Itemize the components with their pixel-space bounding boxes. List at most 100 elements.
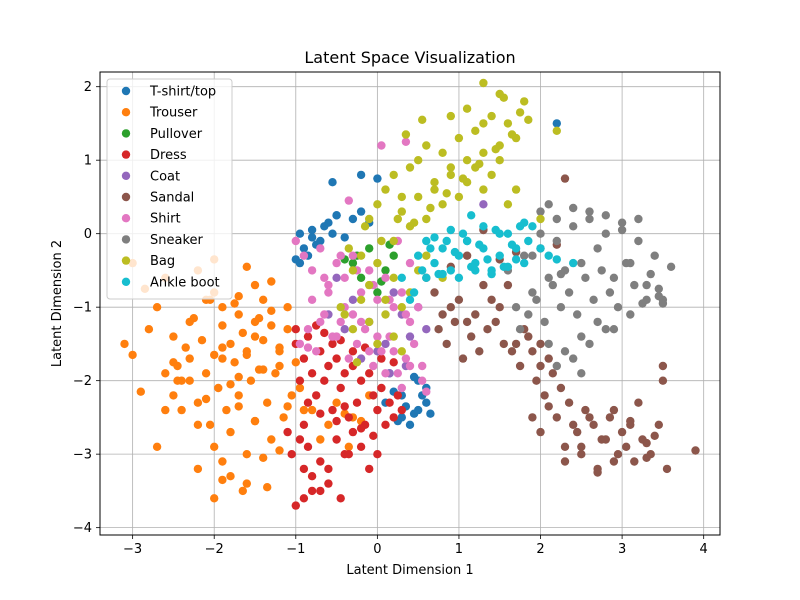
data-point: [373, 174, 382, 183]
data-point: [642, 295, 651, 304]
data-point: [365, 214, 374, 224]
data-point: [515, 361, 525, 371]
data-point: [332, 258, 341, 268]
data-point: [430, 185, 439, 194]
data-point: [120, 339, 129, 349]
data-point: [528, 222, 537, 231]
data-point: [577, 442, 586, 451]
data-point: [336, 303, 345, 312]
data-point: [511, 339, 521, 349]
data-point: [299, 464, 309, 474]
data-point: [373, 339, 382, 349]
data-point: [458, 354, 468, 363]
data-point: [593, 244, 602, 253]
data-point: [536, 229, 545, 238]
data-point: [442, 339, 451, 349]
data-point: [520, 97, 529, 106]
data-point: [324, 361, 333, 371]
data-point: [532, 295, 541, 304]
data-point: [438, 310, 447, 319]
data-point: [275, 361, 284, 371]
data-point: [430, 233, 439, 242]
data-point: [307, 369, 317, 378]
data-point: [283, 325, 292, 334]
data-point: [336, 317, 345, 327]
data-point: [218, 303, 227, 312]
data-point: [389, 273, 398, 282]
data-point: [169, 332, 178, 341]
data-point: [409, 339, 419, 349]
data-point: [630, 280, 639, 290]
data-point: [259, 336, 268, 345]
data-point: [397, 405, 406, 415]
data-point: [503, 280, 513, 290]
data-point: [418, 266, 427, 275]
data-point: [569, 420, 578, 429]
x-tick-label: 4: [700, 542, 708, 557]
data-point: [299, 251, 309, 260]
data-point: [336, 251, 345, 260]
data-point: [381, 273, 390, 282]
data-point: [405, 258, 415, 268]
data-point: [365, 317, 374, 327]
data-point: [467, 332, 476, 341]
series-bag: [336, 78, 561, 367]
data-point: [503, 119, 513, 128]
data-point: [397, 192, 406, 202]
data-point: [214, 383, 223, 393]
data-point: [401, 130, 411, 139]
data-point: [552, 126, 561, 135]
data-point: [487, 111, 496, 121]
data-point: [426, 244, 435, 253]
data-point: [418, 115, 427, 125]
legend-marker-dress: [121, 150, 131, 159]
data-point: [152, 303, 162, 312]
data-point: [536, 361, 545, 371]
data-point: [536, 244, 545, 253]
legend-label-trouser: Trouser: [149, 106, 198, 121]
data-point: [344, 196, 353, 205]
data-point: [499, 339, 508, 349]
data-point: [348, 214, 358, 224]
data-point: [458, 229, 468, 238]
data-point: [389, 170, 398, 180]
data-point: [654, 420, 663, 429]
data-point: [340, 369, 349, 378]
data-point: [597, 266, 606, 275]
data-point: [295, 383, 305, 393]
data-point: [303, 442, 313, 451]
data-point: [524, 310, 533, 319]
data-point: [422, 236, 431, 246]
data-point: [609, 457, 619, 466]
data-point: [422, 325, 431, 334]
data-point: [210, 350, 219, 360]
data-point: [552, 119, 561, 128]
legend-label-t-shirt-top: T-shirt/top: [149, 85, 216, 100]
data-point: [634, 398, 643, 407]
data-point: [181, 343, 190, 352]
data-point: [324, 280, 333, 290]
data-point: [397, 347, 406, 356]
data-point: [226, 380, 235, 389]
data-point: [230, 358, 239, 367]
data-point: [650, 251, 659, 260]
data-point: [136, 387, 145, 396]
data-point: [344, 244, 353, 253]
data-point: [267, 435, 276, 444]
data-point: [356, 317, 366, 327]
data-point: [365, 347, 374, 356]
data-point: [369, 431, 378, 440]
data-point: [226, 339, 235, 349]
data-point: [340, 310, 349, 319]
data-point: [332, 273, 341, 282]
data-point: [475, 159, 484, 169]
data-point: [409, 288, 419, 297]
data-point: [242, 350, 251, 360]
data-point: [381, 185, 390, 194]
data-point: [450, 317, 460, 327]
legend-label-sandal: Sandal: [150, 191, 194, 206]
data-point: [491, 317, 500, 327]
data-point: [222, 405, 231, 415]
data-point: [601, 211, 610, 220]
